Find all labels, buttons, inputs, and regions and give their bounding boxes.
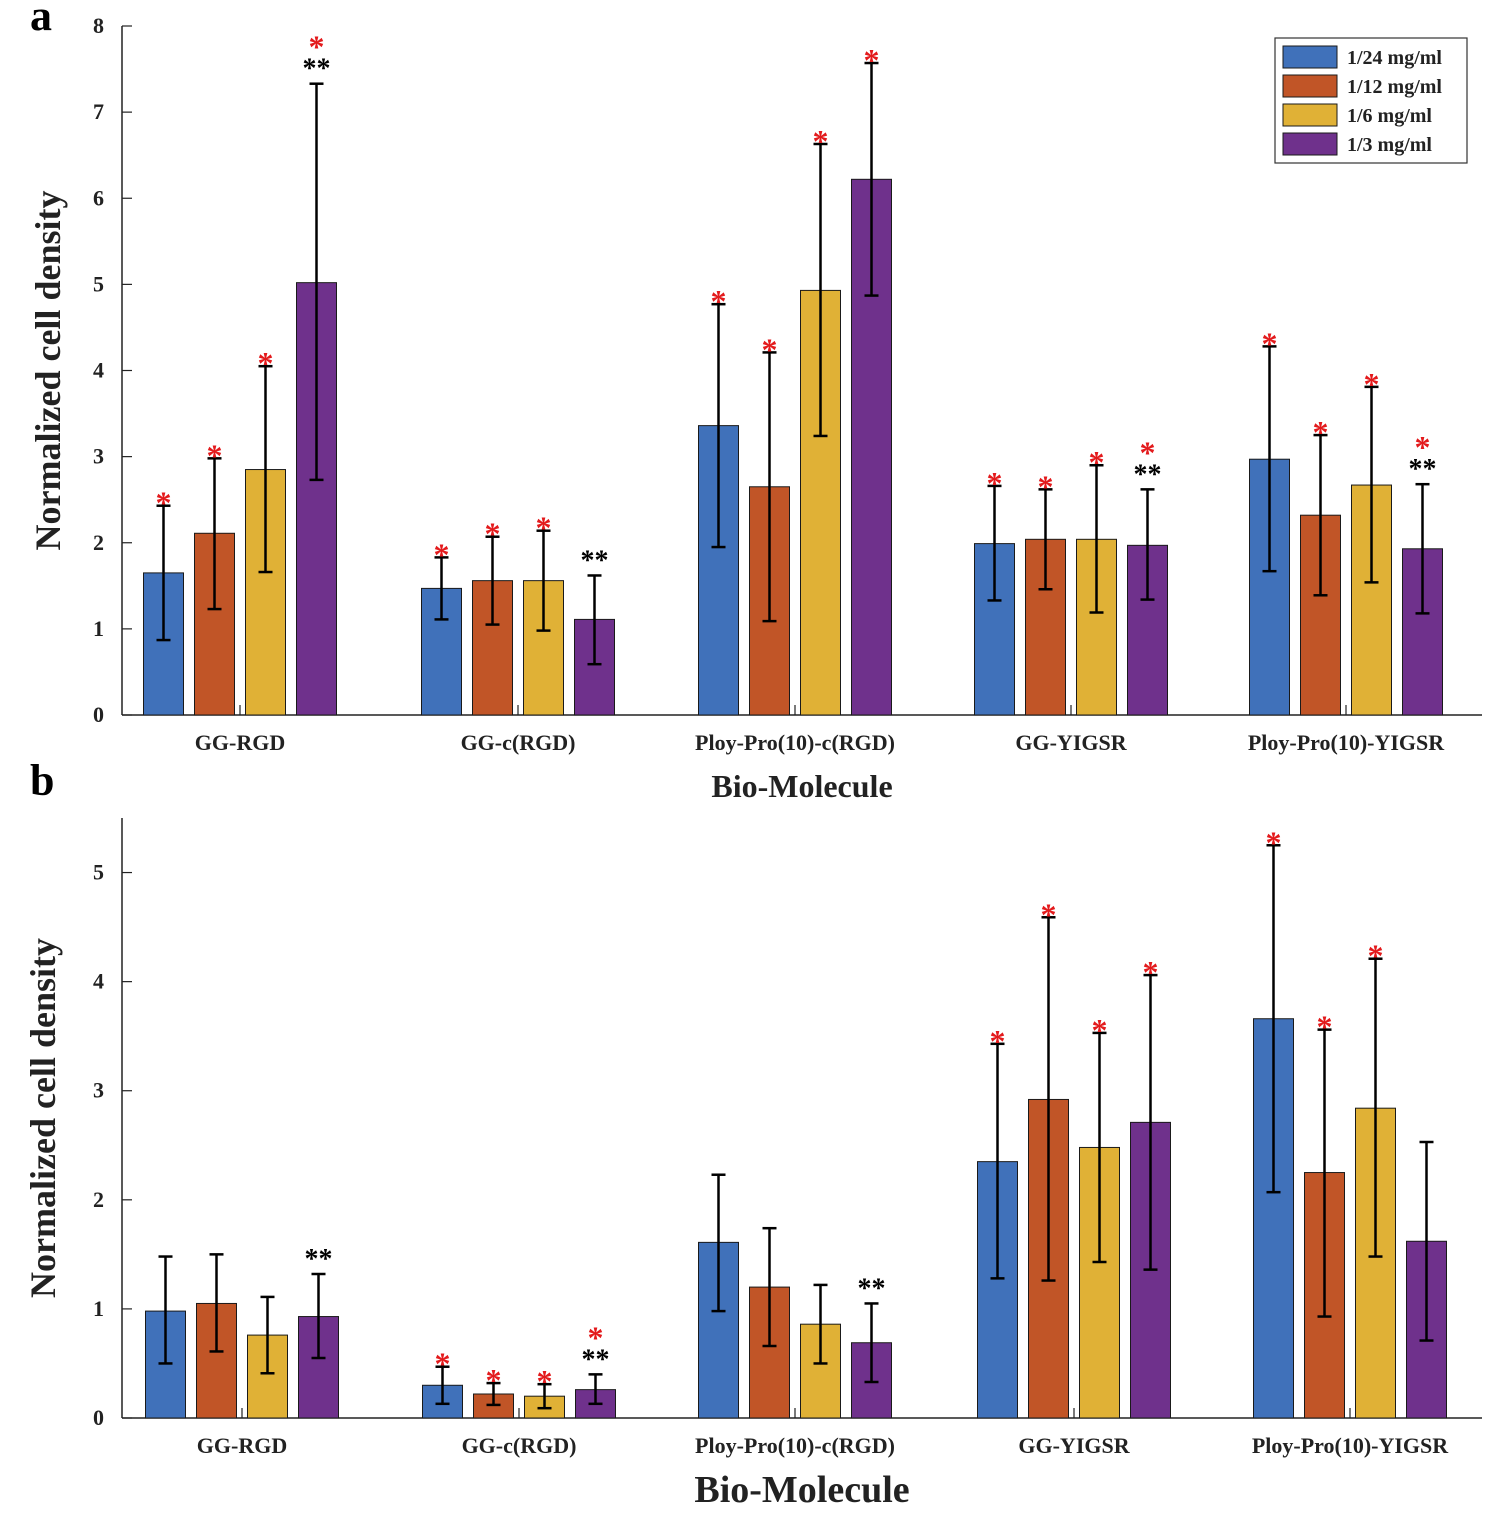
y-tick-label: 6 [93,185,104,210]
significance-star: * [435,1346,451,1382]
significance-star: * [537,1363,553,1399]
legend-swatch [1282,103,1338,127]
significance-double-star: ** [1409,454,1437,485]
y-tick-label: 5 [93,860,104,885]
significance-star: * [258,345,274,381]
y-tick-label: 1 [93,1296,104,1321]
significance-star: * [207,437,223,473]
x-axis-title: Bio-Molecule [711,768,892,804]
significance-star: * [1313,414,1329,450]
significance-star: * [1364,366,1380,402]
significance-star: * [864,42,880,78]
significance-star: * [1415,429,1431,465]
significance-star: * [434,536,450,572]
significance-star: * [486,1362,502,1398]
significance-star: * [1041,896,1057,932]
significance-double-star: ** [581,545,609,576]
bar [143,572,184,716]
legend-label: 1/24 mg/ml [1347,47,1442,69]
significance-star: * [156,485,172,521]
y-tick-label: 4 [93,358,104,383]
significance-star: * [588,1319,604,1355]
y-tick-label: 2 [93,530,104,555]
significance-double-star: ** [1134,459,1162,490]
significance-star: * [990,1023,1006,1059]
y-tick-label: 2 [93,1187,104,1212]
category-label: Ploy-Pro(10)-YIGSR [1248,730,1445,755]
category-label: GG-RGD [197,1433,287,1458]
y-tick-label: 8 [93,13,104,38]
significance-double-star: ** [305,1244,333,1275]
legend-swatch [1282,74,1338,98]
significance-star: * [1262,325,1278,361]
significance-star: * [1089,444,1105,480]
y-tick-label: 7 [93,99,104,124]
category-label: GG-c(RGD) [462,1433,577,1458]
x-axis-title: Bio-Molecule [694,1469,909,1511]
y-tick-label: 0 [93,702,104,727]
significance-star: * [1038,468,1054,504]
significance-star: * [987,465,1003,501]
significance-star: * [762,331,778,367]
y-tick-label: 3 [93,444,104,469]
category-label: GG-YIGSR [1015,730,1127,755]
panel-label-a: a [30,0,52,40]
panel-a-chart: a 0 1 2 3 4 5 6 7 8 Normalized cell density GG-RGD G… [28,0,1482,804]
y-axis-title: Normalized cell density [23,938,63,1298]
significance-double-star: ** [303,54,331,85]
significance-star: * [1368,938,1384,974]
category-label: Ploy-Pro(10)-c(RGD) [695,730,895,755]
significance-star: * [1143,954,1159,990]
category-label: Ploy-Pro(10)-c(RGD) [695,1433,895,1458]
category-label: GG-RGD [195,730,285,755]
category-label: Ploy-Pro(10)-YIGSR [1252,1433,1449,1458]
panel-b-chart: b 0 1 2 3 4 5 Normalized cell density GG-RGD GG-c… [23,756,1482,1511]
legend-label: 1/6 mg/ml [1347,105,1432,127]
legend-swatch [1282,45,1338,69]
legend-label: 1/12 mg/ml [1347,76,1442,98]
y-tick-label: 1 [93,616,104,641]
legend-swatch [1282,132,1338,156]
significance-star: * [1317,1009,1333,1045]
panel-label-b: b [30,756,54,805]
legend-label: 1/3 mg/ml [1347,134,1432,156]
significance-star: * [536,510,552,546]
significance-star: * [309,29,325,65]
category-label: GG-YIGSR [1018,1433,1130,1458]
significance-star: * [485,516,501,552]
y-tick-label: 3 [93,1078,104,1103]
significance-star: * [711,283,727,319]
y-tick-label: 0 [93,1405,104,1430]
y-tick-label: 4 [93,969,104,994]
significance-double-star: ** [582,1344,610,1375]
significance-star: * [813,123,829,159]
significance-star: * [1092,1012,1108,1048]
significance-star: * [1266,824,1282,860]
y-axis-title: Normalized cell density [28,191,68,551]
category-label: GG-c(RGD) [461,730,576,755]
significance-double-star: ** [858,1273,886,1304]
y-tick-label: 5 [93,271,104,296]
significance-star: * [1140,434,1156,470]
